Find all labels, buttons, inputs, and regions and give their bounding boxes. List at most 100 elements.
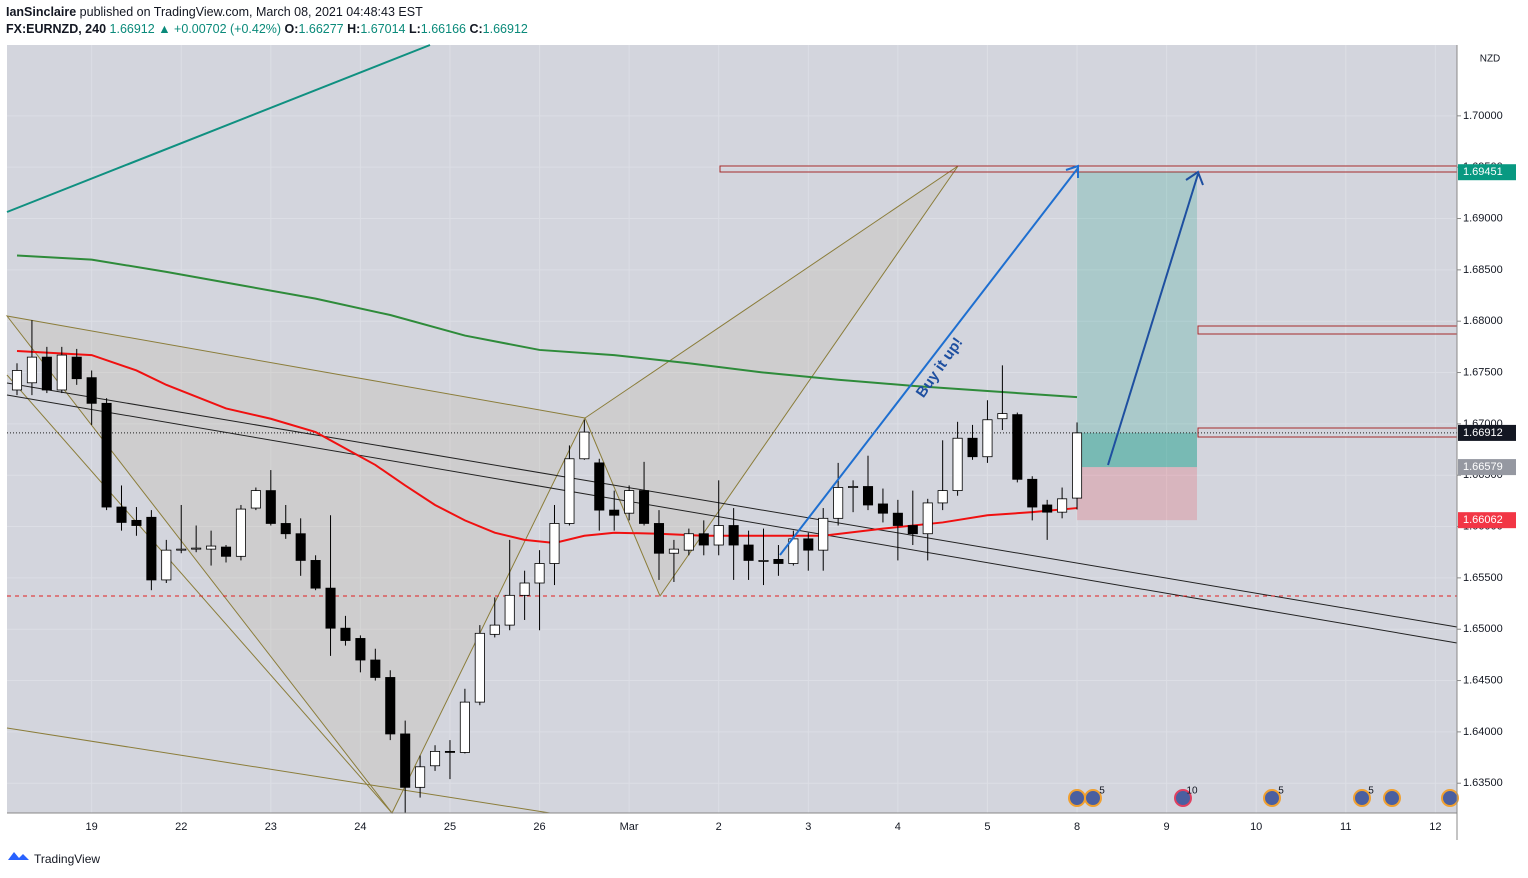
event-icon xyxy=(1353,789,1371,807)
candle-body xyxy=(803,538,814,551)
arrow xyxy=(1107,173,1199,466)
candle-body xyxy=(26,356,37,384)
y-tick-label: 1.64500 xyxy=(1463,674,1503,686)
x-tick-label: 9 xyxy=(1164,821,1170,833)
event-icon xyxy=(1084,789,1102,807)
ohlc-label: C: xyxy=(469,22,483,36)
trend-line xyxy=(6,44,431,213)
x-tick-label: 22 xyxy=(175,821,187,833)
ohlc-value: 1.66166 xyxy=(420,22,466,36)
channel-line xyxy=(6,727,551,814)
author: IanSinclaire xyxy=(6,5,77,19)
x-tick-label: 10 xyxy=(1250,821,1262,833)
price-badge xyxy=(1458,164,1516,181)
candle-body xyxy=(206,545,217,550)
event-count: 5 xyxy=(1099,786,1105,797)
pattern-leg xyxy=(6,374,393,814)
price-label: 1.69451 xyxy=(1463,166,1503,178)
arrow xyxy=(779,167,1079,556)
price-badge xyxy=(1458,512,1516,529)
price-badge xyxy=(1458,459,1516,476)
candle-body xyxy=(370,659,381,678)
candle-body xyxy=(967,437,978,458)
candle-body xyxy=(653,523,665,554)
candle-body xyxy=(773,558,784,564)
candle-body xyxy=(489,624,500,635)
x-tick-label: Mar xyxy=(620,821,639,833)
moving-average xyxy=(16,254,1078,399)
last-price: 1.66912 xyxy=(109,22,155,36)
candle-body xyxy=(833,487,844,519)
ohlc-label: L: xyxy=(408,22,421,36)
candle-body xyxy=(848,486,859,488)
x-tick-label: 26 xyxy=(533,821,545,833)
price-label: 1.66062 xyxy=(1463,514,1503,526)
candle-body xyxy=(639,490,650,524)
ohlc-value: 1.67014 xyxy=(360,22,406,36)
x-tick-label: 2 xyxy=(716,821,722,833)
price-label: 1.66579 xyxy=(1463,461,1503,473)
change: ▲ +0.00702 (+0.42%) xyxy=(158,22,282,36)
candle-body xyxy=(265,490,276,524)
candle-body xyxy=(862,486,874,506)
candle-body xyxy=(176,548,187,551)
price-badge xyxy=(1458,424,1516,441)
x-tick-label: 5 xyxy=(984,821,990,833)
ohlc-value: 1.66277 xyxy=(298,22,344,36)
y-tick-label: 1.65000 xyxy=(1463,623,1503,635)
time-axis xyxy=(7,813,1457,840)
candle-body xyxy=(146,516,157,581)
harmonic-pattern xyxy=(584,165,959,598)
candle-body xyxy=(474,632,485,703)
candle-body xyxy=(1042,504,1053,513)
profit-zone xyxy=(1077,432,1197,468)
published: published on TradingView.com, March 08, … xyxy=(79,5,423,19)
candle-body xyxy=(594,462,605,511)
target-zone xyxy=(1077,172,1197,468)
x-tick-label: 11 xyxy=(1340,821,1351,833)
currency: NZD xyxy=(1480,54,1501,65)
x-tick-label: 24 xyxy=(354,821,366,833)
candle-body xyxy=(937,490,948,504)
y-tick-label: 1.65500 xyxy=(1463,572,1503,584)
currency-badge xyxy=(1477,52,1503,66)
candle-body xyxy=(459,701,470,753)
ohlc-label: O: xyxy=(284,22,299,36)
candle-body xyxy=(340,627,351,641)
event-icon xyxy=(1441,789,1459,807)
harmonic-pattern xyxy=(5,315,586,814)
candle-body xyxy=(728,525,739,546)
candle-body xyxy=(982,419,993,458)
candle-body xyxy=(519,582,530,596)
candle-body xyxy=(564,458,575,524)
candle-body xyxy=(698,533,709,546)
candle-body xyxy=(997,413,1008,420)
x-tick-label: 12 xyxy=(1429,821,1441,833)
candle-body xyxy=(280,523,291,535)
drawings xyxy=(5,44,1458,814)
candle-body xyxy=(161,549,172,581)
candle-body xyxy=(235,508,246,557)
candle-body xyxy=(71,356,82,380)
candle-body xyxy=(907,525,918,535)
candle-body xyxy=(415,766,426,788)
y-tick-label: 1.67500 xyxy=(1463,366,1503,378)
event-count: 5 xyxy=(1368,786,1374,797)
candle-body xyxy=(668,548,679,554)
candle-body xyxy=(400,733,411,788)
candle-body xyxy=(295,533,306,561)
y-tick-label: 1.69000 xyxy=(1463,212,1503,224)
channel-line xyxy=(6,382,1458,628)
candle-body xyxy=(430,750,441,767)
candle-body xyxy=(1012,414,1023,480)
price-label: 1.66912 xyxy=(1463,427,1503,439)
x-tick-label: 8 xyxy=(1074,821,1080,833)
symbol: FX:EURNZD, 240 xyxy=(6,22,107,36)
x-tick-label: 4 xyxy=(895,821,901,833)
candle-body xyxy=(250,490,261,509)
candle-body xyxy=(56,354,67,391)
x-tick-label: 23 xyxy=(265,821,277,833)
channel-line xyxy=(6,394,1458,644)
